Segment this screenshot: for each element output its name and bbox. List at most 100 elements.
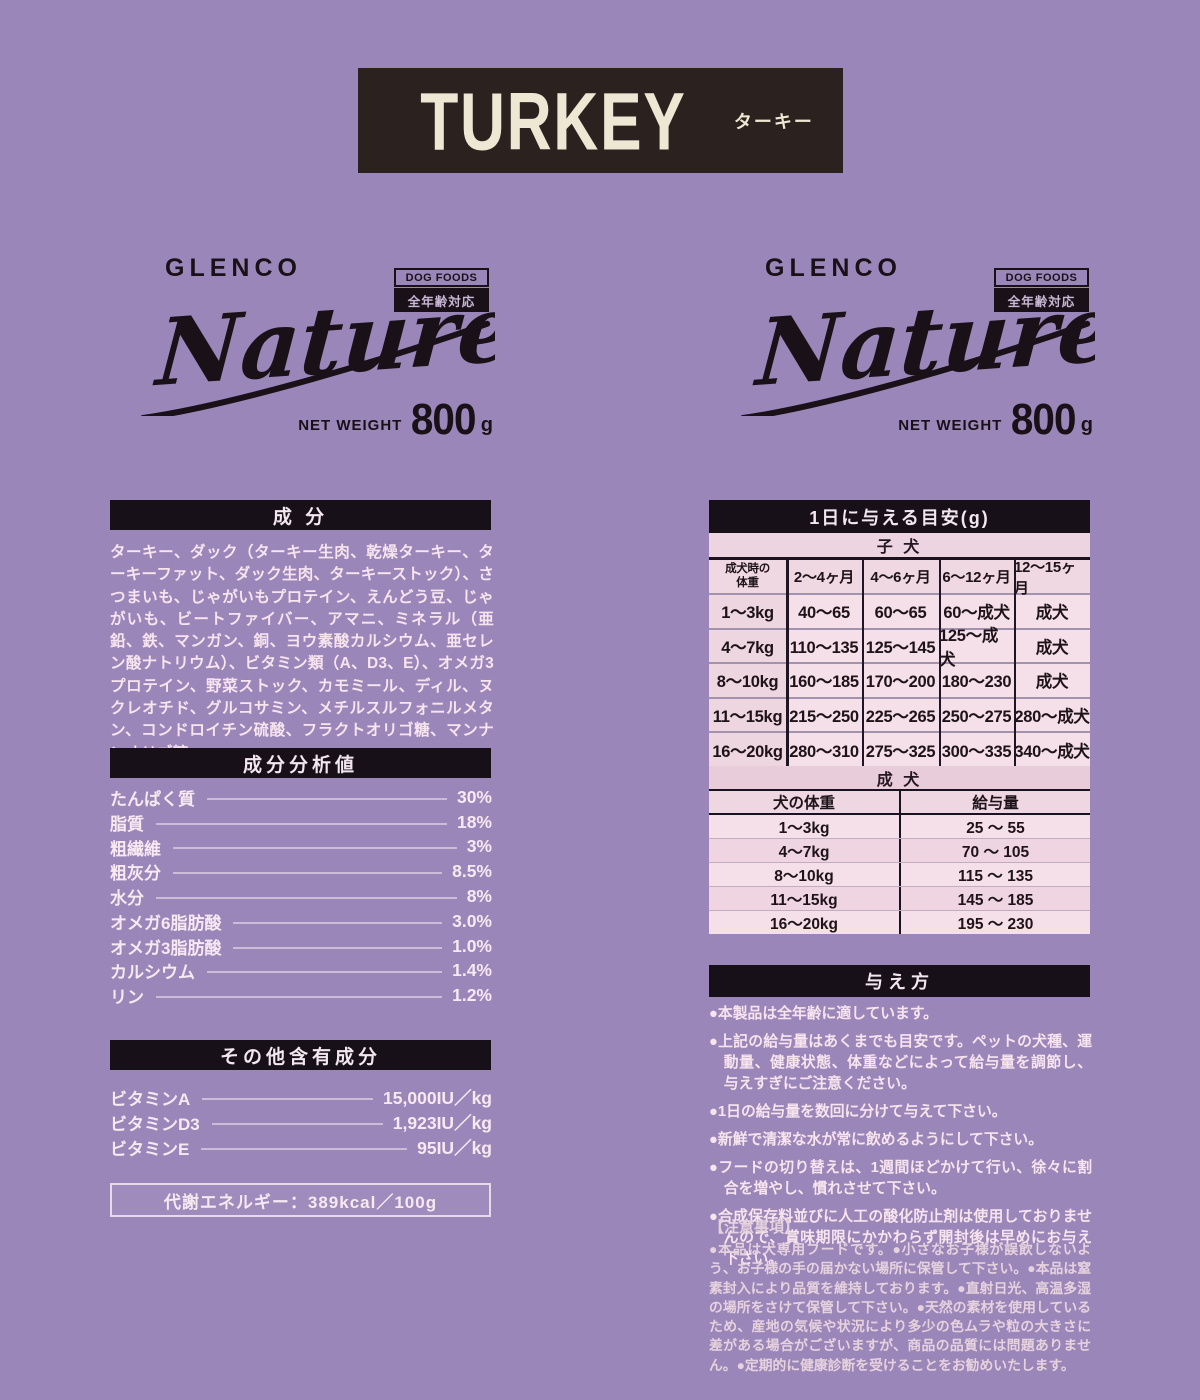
adult-table-row: 16～20kg 195 ～ 230 xyxy=(709,910,1090,934)
cautions-text: ●本品は犬専用フードです。●小さなお子様が誤飲しないよう、お子様の手の届かない場… xyxy=(709,1242,1091,1373)
net-weight-value: 800 xyxy=(411,394,477,444)
analysis-value: 30% xyxy=(456,786,492,807)
dotted-leader xyxy=(156,822,447,825)
weight-cell: 8～10kg xyxy=(774,867,834,885)
puppy-table-row: 1～3kg 40～65 60～65 60～成犬 成犬 xyxy=(709,593,1090,628)
amount-cell: 195 ～ 230 xyxy=(899,911,1090,934)
amount-cell: 70 ～ 105 xyxy=(899,839,1090,862)
analysis-value: 8.5% xyxy=(452,861,492,882)
analysis-label: オメガ3脂肪酸 xyxy=(110,938,222,958)
amount-cell: 成犬 xyxy=(1035,673,1069,692)
net-weight-unit: g xyxy=(1080,414,1093,436)
analysis-row: オメガ3脂肪酸 1.0% xyxy=(110,934,492,959)
analysis-row: たんぱく質 30% xyxy=(110,785,492,810)
dotted-leader xyxy=(173,847,457,850)
other-components-header: その他含有成分 xyxy=(110,1040,491,1070)
puppy-col-header: 12～15ヶ月 xyxy=(1014,559,1090,597)
analysis-list: たんぱく質 30% 脂質 18% 粗繊維 3% 粗灰分 8.5% 水分 8% オメガ6脂肪… xyxy=(110,785,492,1008)
feeding-instruction: ●本製品は全年齢に適しています。 xyxy=(709,1006,938,1022)
amount-cell: 成犬 xyxy=(1035,604,1069,623)
dotted-leader xyxy=(211,1123,383,1125)
dotted-leader xyxy=(156,996,443,999)
dotted-leader xyxy=(156,897,457,900)
table-divider xyxy=(1014,560,1016,766)
dotted-leader xyxy=(233,921,443,924)
puppy-table-grid: 成犬時の 体重 2～4ヶ月 4～6ヶ月 6～12ヶ月 12～15ヶ月 1～3kg… xyxy=(709,559,1090,766)
badge-all-ages: 全年齢対応 xyxy=(394,288,489,312)
analysis-value: 1.0% xyxy=(452,935,492,956)
weight-cell: 11～15kg xyxy=(709,698,786,732)
weight-cell: 11～15kg xyxy=(770,891,838,909)
adult-table-title: 成 犬 xyxy=(709,766,1090,791)
adult-feeding-table: 成 犬 犬の体重 給与量 1～3kg 25 ～ 55 4～7kg 70 ～ 10… xyxy=(709,766,1090,934)
metabolic-energy-box: 代謝エネルギー：389kcal／100g xyxy=(110,1183,491,1217)
dotted-leader xyxy=(207,797,447,800)
nature-script-logo: Nature xyxy=(139,276,495,416)
brand-name: GLENCO xyxy=(165,254,302,282)
puppy-table-row: 16～20kg 280～310 275～325 300～335 340～成犬 xyxy=(709,731,1090,766)
table-divider xyxy=(862,560,864,766)
flavor-banner: TURKEY ターキー xyxy=(358,68,843,173)
analysis-label: オメガ6脂肪酸 xyxy=(110,913,222,933)
feeding-instruction: ●新鮮で清潔な水が常に飲めるようにして下さい。 xyxy=(709,1132,1044,1148)
amount-cell: 125～成犬 xyxy=(939,626,999,669)
puppy-table-title: 子 犬 xyxy=(709,533,1090,560)
dotted-leader xyxy=(202,1098,374,1100)
nature-script-logo: Nature xyxy=(739,276,1095,416)
analysis-label: 粗灰分 xyxy=(110,864,161,884)
amount-cell: 125～145 xyxy=(865,638,936,657)
analysis-label: カルシウム xyxy=(110,963,195,983)
badge-all-ages: 全年齢対応 xyxy=(994,288,1089,312)
brand-name: GLENCO xyxy=(765,254,902,282)
analysis-value: 3.0% xyxy=(452,910,492,931)
adult-table-row: 11～15kg 145 ～ 185 xyxy=(709,886,1090,910)
analysis-label: たんぱく質 xyxy=(110,789,195,809)
vitamin-value: 1,923IU／kg xyxy=(392,1113,492,1133)
vitamin-label: ビタミンE xyxy=(110,1140,190,1159)
brand-logo-left: GLENCO DOG FOODS 全年齢対応 Nature NET WEIGHT… xyxy=(133,250,495,446)
adult-table-row: 8～10kg 115 ～ 135 xyxy=(709,862,1090,886)
amount-cell: 115 ～ 135 xyxy=(899,863,1090,886)
amount-cell: 225～265 xyxy=(865,708,936,727)
net-weight-unit: g xyxy=(480,414,493,436)
analysis-header: 成分分析値 xyxy=(110,748,491,778)
vitamin-row: ビタミンD3 1,923IU／kg xyxy=(110,1110,492,1135)
net-weight-value: 800 xyxy=(1011,394,1077,444)
vitamin-row: ビタミンA 15,000IU／kg xyxy=(110,1085,492,1110)
dotted-leader xyxy=(201,1148,408,1150)
amount-cell: 110～135 xyxy=(789,638,859,657)
amount-cell: 160～185 xyxy=(789,673,859,692)
puppy-header-row: 成犬時の 体重 2～4ヶ月 4～6ヶ月 6～12ヶ月 12～15ヶ月 xyxy=(709,559,1090,597)
feeding-instruction: ●合成保存料並びに人工の酸化防止剤は使用しておりませんので、賞味期限にかかわらず… xyxy=(709,1209,1092,1267)
net-weight-label: NET WEIGHT xyxy=(298,417,403,434)
weight-cell: 16～20kg xyxy=(709,733,786,766)
analysis-value: 18% xyxy=(456,811,492,832)
amount-cell: 成犬 xyxy=(1035,638,1069,657)
puppy-table-row: 4～7kg 110～135 125～145 125～成犬 成犬 xyxy=(709,626,1090,669)
amount-cell: 170～200 xyxy=(865,673,936,692)
analysis-value: 8% xyxy=(466,886,492,907)
weight-cell: 4～7kg xyxy=(709,629,786,663)
puppy-col-header: 4～6ヶ月 xyxy=(862,560,939,593)
feeding-instruction: ●1日の給与量を数回に分けて与えて下さい。 xyxy=(709,1104,1007,1120)
puppy-table-row: 11～15kg 215～250 225～265 250～275 280～成犬 xyxy=(709,696,1090,732)
amount-cell: 40～65 xyxy=(798,604,850,623)
amount-cell: 25 ～ 55 xyxy=(899,815,1090,838)
adult-header-row: 犬の体重 給与量 xyxy=(709,791,1090,815)
analysis-value: 1.4% xyxy=(452,960,492,981)
amount-cell: 280～成犬 xyxy=(1014,708,1090,727)
badge: DOG FOODS 全年齢対応 xyxy=(994,268,1089,312)
weight-cell: 16～20kg xyxy=(769,915,839,933)
flavor-title: TURKEY xyxy=(420,74,687,167)
badge: DOG FOODS 全年齢対応 xyxy=(394,268,489,312)
cautions-title: 【注意事項】 xyxy=(709,1219,800,1236)
badge-dog-foods: DOG FOODS xyxy=(394,268,489,287)
amount-cell: 215～250 xyxy=(789,708,859,727)
vitamin-value: 15,000IU／kg xyxy=(383,1088,492,1108)
weight-cell: 1～3kg xyxy=(709,595,786,628)
weight-cell: 1～3kg xyxy=(778,819,830,837)
amount-cell: 280～310 xyxy=(789,742,859,761)
vitamin-label: ビタミンA xyxy=(110,1090,191,1109)
feeding-instruction: ●フードの切り替えは、1週間ほどかけて行い、徐々に割合を増やし、慣れさせて下さい… xyxy=(709,1160,1092,1197)
